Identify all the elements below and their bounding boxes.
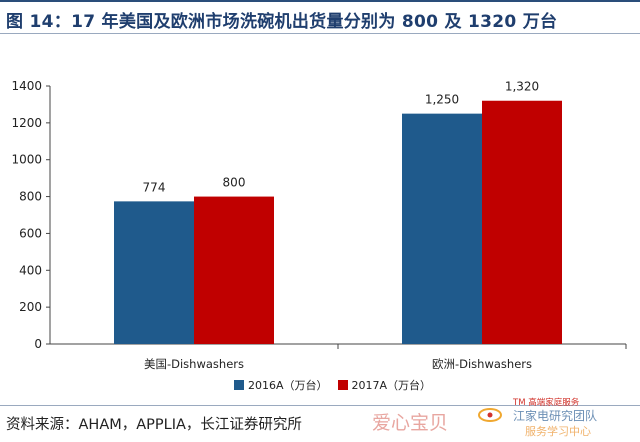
bar	[194, 196, 274, 344]
source-note: 资料来源：AHAM，APPLIA，长江证券研究所	[6, 417, 302, 433]
bar-chart: 0 200 400 600 800 1000 1200 1400 美国-Dishwashers 欧…	[11, 79, 627, 370]
y-tick-label: 1400	[11, 79, 42, 93]
data-labels: 774 800 1,250 1,320	[143, 80, 540, 195]
figure-title: 图 14：17 年美国及欧洲市场洗碗机出货量分别为 800 及 1320 万台	[6, 12, 558, 32]
bar	[402, 113, 482, 345]
title-divider	[0, 33, 640, 34]
watermark-sub: 服务学习中心	[525, 425, 591, 438]
y-tick-label: 600	[19, 226, 42, 240]
watermark-logo-icon	[478, 408, 502, 422]
bars	[114, 100, 562, 345]
bar-value-label: 800	[223, 176, 246, 190]
legend-item-2017: 2017A（万台）	[337, 377, 432, 393]
y-tick-label: 200	[19, 300, 42, 314]
title-bar: 图 14：17 年美国及欧洲市场洗碗机出货量分别为 800 及 1320 万台	[0, 0, 640, 34]
watermark-text: 爱心宝贝	[372, 412, 449, 434]
y-tick-label: 1000	[11, 153, 42, 167]
bar-value-label: 1,320	[505, 80, 539, 94]
legend-swatch-2017	[337, 380, 348, 390]
x-category-label: 欧洲-Dishwashers	[432, 357, 532, 370]
watermark-badge: TM 高端家庭服务 江家电研究团队 服务学习中心	[475, 394, 635, 438]
legend-label-2016: 2016A（万台）	[248, 379, 328, 392]
bar	[482, 100, 562, 344]
bar-value-label: 1,250	[425, 93, 459, 107]
watermark-team: 江家电研究团队	[513, 409, 598, 423]
legend-label-2017: 2017A（万台）	[351, 379, 432, 392]
legend: 2016A（万台） 2017A（万台）	[234, 377, 441, 393]
y-tick-label: 800	[19, 190, 42, 204]
y-tick-label: 0	[34, 337, 42, 351]
legend-swatch-2016	[234, 380, 244, 390]
axes: 0 200 400 600 800 1000 1200 1400 美国-Dishwashers 欧…	[11, 79, 627, 370]
legend-item-2016: 2016A（万台）	[234, 377, 328, 393]
y-tick-label: 400	[19, 263, 42, 277]
watermark-tag: TM 高端家庭服务	[513, 398, 580, 408]
bar-value-label: 774	[143, 180, 166, 194]
y-tick-label: 1200	[11, 116, 42, 130]
bar	[114, 201, 194, 344]
x-category-label: 美国-Dishwashers	[144, 357, 244, 370]
source-divider	[0, 405, 640, 406]
